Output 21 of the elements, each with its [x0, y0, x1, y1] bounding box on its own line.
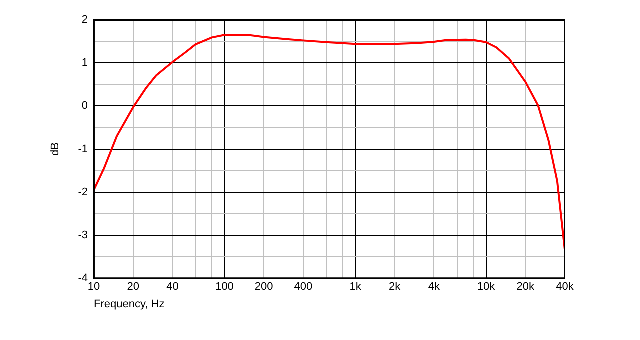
y-tick-label: -4	[78, 272, 88, 285]
x-tick-label: 2k	[389, 281, 402, 294]
y-tick-label: 1	[82, 57, 88, 70]
x-tick-label: 4k	[428, 281, 441, 294]
y-tick-label: -2	[78, 186, 88, 198]
y-axis-title: dB	[50, 142, 62, 156]
x-tick-label: 200	[254, 281, 274, 294]
x-tick-label: 1k	[350, 281, 362, 294]
x-tick-label: 100	[216, 281, 234, 294]
x-tick-label: 40	[166, 281, 179, 294]
y-tick-label: -1	[78, 143, 88, 156]
x-tick-label: 10k	[477, 281, 496, 294]
x-tick-label: 40k	[556, 281, 574, 294]
x-tick-label: 400	[294, 281, 313, 294]
x-tick-label: 10	[88, 281, 100, 294]
y-tick-label: 0	[82, 100, 88, 112]
x-axis-title: Frequency, Hz	[94, 298, 165, 310]
x-tick-label: 20	[127, 281, 140, 294]
x-tick-label: 20k	[516, 281, 535, 294]
y-tick-label: -3	[78, 230, 88, 242]
y-tick-label: 2	[82, 14, 88, 26]
